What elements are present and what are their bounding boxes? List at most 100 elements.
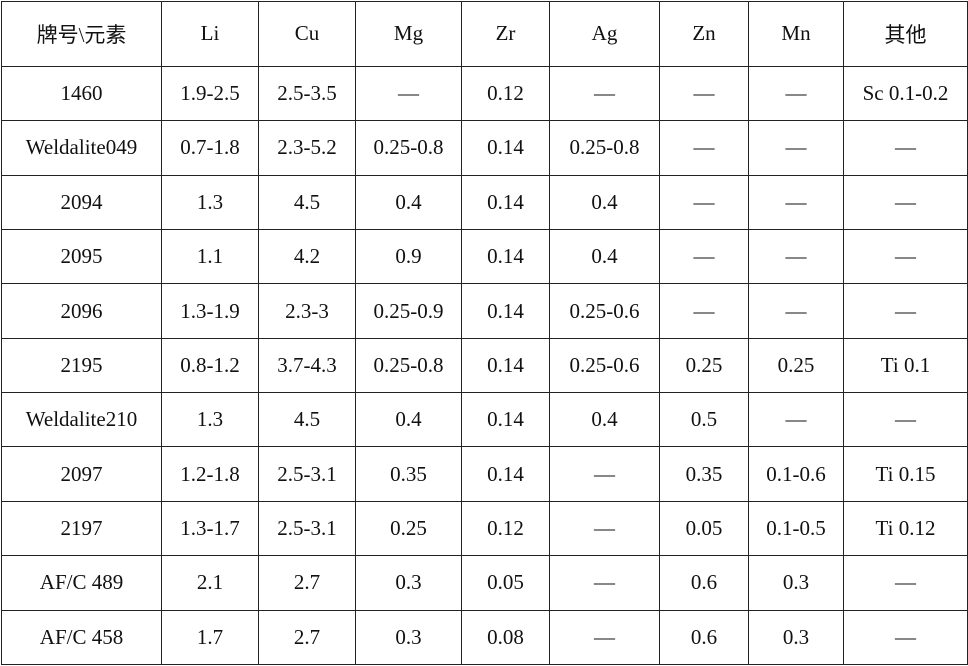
cell: 1.3	[161, 392, 259, 448]
cell: 0.14	[461, 392, 550, 448]
cell: —	[843, 392, 968, 448]
cell: 0.25-0.6	[549, 283, 660, 339]
cell: 0.25	[355, 500, 462, 557]
header-cell: 其他	[843, 1, 968, 67]
data-row: 2095 1.1 4.2 0.9 0.14 0.4— — —	[1, 228, 968, 285]
cell: —	[549, 446, 660, 502]
cell: 1460	[1, 65, 162, 122]
cell: 2.3-3	[258, 283, 356, 339]
cell: Ti 0.1	[843, 337, 968, 394]
cell: 0.1-0.5	[748, 500, 844, 557]
data-row: AF/C 458 1.7 2.7 0.3 0.08—0.6 0.3—	[1, 609, 968, 666]
cell: 0.3	[748, 555, 844, 611]
cell: 0.14	[461, 446, 550, 502]
cell: 0.3	[355, 555, 462, 611]
cell: 4.5	[258, 392, 356, 448]
cell: 0.35	[659, 446, 749, 502]
data-row: 2096 1.3-1.9 2.3-3 0.25-0.9 0.14 0.25-0.6— — —	[1, 283, 968, 339]
data-row: 2197 1.3-1.7 2.5-3.1 0.25 0.12—0.05 0.1-0.5 Ti…	[1, 500, 968, 557]
cell: —	[748, 65, 844, 122]
cell: 0.4	[355, 174, 462, 230]
cell: 0.35	[355, 446, 462, 502]
cell: —	[549, 500, 660, 557]
cell: 0.6	[659, 609, 749, 666]
cell: 0.14	[461, 283, 550, 339]
cell: 3.7-4.3	[258, 337, 356, 394]
cell: 2.5-3.1	[258, 446, 356, 502]
cell: —	[659, 120, 749, 176]
cell: 1.3-1.9	[161, 283, 259, 339]
header-row: 牌号\元素 Li Cu Mg Zr Ag Zn Mn 其他	[1, 1, 968, 67]
cell: 0.25-0.8	[549, 120, 660, 176]
cell: 0.4	[549, 392, 660, 448]
data-row: AF/C 489 2.1 2.7 0.3 0.05—0.6 0.3—	[1, 555, 968, 611]
cell: 0.12	[461, 65, 550, 122]
cell: 0.12	[461, 500, 550, 557]
cell: 2197	[1, 500, 162, 557]
cell: 0.14	[461, 174, 550, 230]
data-row: Weldalite210 1.3 4.5 0.4 0.14 0.4 0.5— —	[1, 392, 968, 448]
cell: —	[748, 120, 844, 176]
header-cell: Zn	[659, 1, 749, 67]
cell: 0.14	[461, 120, 550, 176]
cell: —	[549, 65, 660, 122]
header-cell: Zr	[461, 1, 550, 67]
cell: —	[355, 65, 462, 122]
cell: 0.7-1.8	[161, 120, 259, 176]
header-cell: Cu	[258, 1, 356, 67]
cell: 1.9-2.5	[161, 65, 259, 122]
cell: AF/C 458	[1, 609, 162, 666]
cell: 2.7	[258, 555, 356, 611]
cell: —	[748, 392, 844, 448]
cell: 1.3	[161, 174, 259, 230]
cell: 2.7	[258, 609, 356, 666]
cell: 0.4	[549, 174, 660, 230]
header-cell: Mg	[355, 1, 462, 67]
cell: 0.14	[461, 228, 550, 285]
cell: 0.3	[355, 609, 462, 666]
cell: —	[748, 283, 844, 339]
cell: Sc 0.1-0.2	[843, 65, 968, 122]
cell: 0.1-0.6	[748, 446, 844, 502]
header-cell: 牌号\元素	[1, 1, 162, 67]
cell: 2.5-3.1	[258, 500, 356, 557]
cell: 2095	[1, 228, 162, 285]
cell: 0.4	[549, 228, 660, 285]
cell: —	[843, 120, 968, 176]
cell: 0.3	[748, 609, 844, 666]
cell: 0.4	[355, 392, 462, 448]
cell: —	[843, 228, 968, 285]
cell: 0.25-0.8	[355, 120, 462, 176]
cell: 1.1	[161, 228, 259, 285]
cell: 0.6	[659, 555, 749, 611]
cell: —	[549, 609, 660, 666]
data-row: 2195 0.8-1.2 3.7-4.3 0.25-0.8 0.14 0.25-0.6 0.…	[1, 337, 968, 394]
cell: 2.1	[161, 555, 259, 611]
cell: 0.25-0.9	[355, 283, 462, 339]
data-row: 2094 1.3 4.5 0.4 0.14 0.4— — —	[1, 174, 968, 230]
cell: 0.9	[355, 228, 462, 285]
cell: —	[659, 174, 749, 230]
cell: 2097	[1, 446, 162, 502]
data-row: Weldalite049 0.7-1.8 2.3-5.2 0.25-0.8 0.14 0.…	[1, 120, 968, 176]
cell: 1.3-1.7	[161, 500, 259, 557]
cell: Weldalite210	[1, 392, 162, 448]
cell: 2094	[1, 174, 162, 230]
cell: 0.05	[659, 500, 749, 557]
cell: Weldalite049	[1, 120, 162, 176]
header-cell: Ag	[549, 1, 660, 67]
cell: 0.08	[461, 609, 550, 666]
cell: —	[843, 174, 968, 230]
cell: 2.5-3.5	[258, 65, 356, 122]
cell: 0.14	[461, 337, 550, 394]
cell: 0.25-0.6	[549, 337, 660, 394]
cell: 0.5	[659, 392, 749, 448]
header-cell: Li	[161, 1, 259, 67]
cell: —	[748, 228, 844, 285]
cell: —	[843, 555, 968, 611]
cell: —	[549, 555, 660, 611]
cell: 0.8-1.2	[161, 337, 259, 394]
